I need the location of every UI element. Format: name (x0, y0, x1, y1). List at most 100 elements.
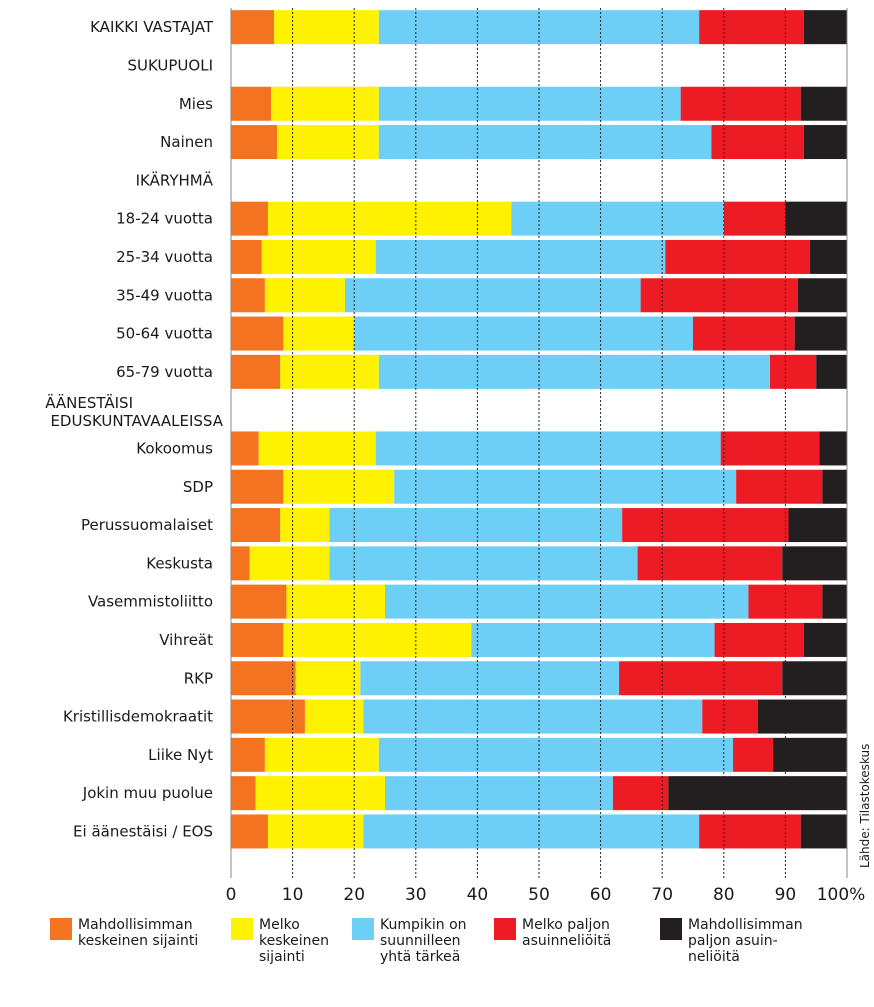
bar-segment (822, 584, 847, 619)
bar-segment (375, 431, 721, 466)
bar-segment (344, 278, 641, 313)
legend: Mahdollisimman keskeinen sijainti Melko k… (50, 917, 870, 1005)
bar-segment (757, 699, 847, 734)
row-label: Liike Nyt (148, 746, 213, 764)
bar-segment (723, 201, 786, 236)
legend-item: Melko keskeinen sijainti (231, 917, 329, 965)
group-header: ÄÄNESTÄISI EDUSKUNTAVAALEISSA (45, 393, 224, 430)
row-label: Nainen (160, 133, 213, 151)
bar-segment (819, 431, 847, 466)
bar-segment (267, 201, 512, 236)
row-label: Mies (179, 95, 213, 113)
bar-segment (803, 10, 847, 45)
bar-segment (702, 699, 758, 734)
x-tick-label: 40 (467, 885, 489, 905)
bar-segment (231, 508, 281, 543)
row-labels: KAIKKI VASTAJAT SUKUPUOLI Mies Nainen IKÄRYH… (45, 18, 224, 840)
bar-segment (283, 622, 472, 657)
bar-segment (785, 201, 847, 236)
row-label: Vasemmistoliitto (88, 593, 213, 611)
legend-swatch (231, 918, 253, 940)
bar-segment (249, 546, 330, 581)
bar-segment (822, 469, 847, 504)
bar-segment (231, 699, 305, 734)
bar-segment (329, 546, 638, 581)
bar-segment (378, 10, 700, 45)
bar-segment (375, 239, 666, 274)
row-label: RKP (184, 669, 213, 687)
x-tick-label: 30 (405, 885, 427, 905)
bar-segment (360, 661, 620, 696)
bar-segment (231, 10, 275, 45)
bar-segment (782, 661, 847, 696)
x-tick-label: 0 (226, 885, 237, 905)
legend-item: Melko paljon asuinneliöitä (494, 917, 611, 949)
legend-item: Mahdollisimman paljon asuin- neliöitä (660, 917, 803, 965)
x-tick-label: 70 (651, 885, 673, 905)
legend-label: Melko paljon asuinneliöitä (522, 917, 612, 949)
bar-segment (231, 125, 278, 160)
legend-label: Mahdollisimman keskeinen sijainti (78, 917, 199, 949)
bar-segment (711, 125, 804, 160)
bar-segment (782, 546, 847, 581)
bar-segment (271, 86, 379, 121)
legend-label: Mahdollisimman paljon asuin- neliöitä (688, 917, 803, 965)
bar-segment (471, 622, 715, 657)
bar-segment (693, 316, 795, 351)
bar-segment (231, 239, 262, 274)
x-tick-label: 10 (282, 885, 304, 905)
bar-segment (699, 814, 801, 849)
x-tick-label: 80 (713, 885, 735, 905)
row-label: Kokoomus (136, 439, 213, 457)
bar-segment (511, 201, 724, 236)
bar-segment (231, 316, 284, 351)
legend-swatch (50, 918, 72, 940)
row-label: 65-79 vuotta (116, 363, 213, 381)
bar-segment (363, 699, 703, 734)
bar-segment (378, 354, 770, 389)
bar-segment (231, 278, 265, 313)
bar-segment (714, 622, 804, 657)
row-label: Perussuomalaiset (81, 516, 213, 534)
legend-swatch (660, 918, 682, 940)
legend-item: Kumpikin on suunnilleen yhtä tärkeä (352, 917, 467, 965)
bar-segment (264, 737, 379, 772)
source-note: Lähde: Tilastokeskus (858, 744, 872, 868)
bar-segment (283, 316, 355, 351)
bar-segment (231, 201, 268, 236)
legend-item: Mahdollisimman keskeinen sijainti (50, 917, 198, 949)
bar-segment (612, 776, 669, 811)
bar-segment (385, 776, 613, 811)
bars (231, 10, 847, 849)
row-label: KAIKKI VASTAJAT (90, 18, 214, 36)
bar-segment (231, 814, 268, 849)
bar-segment (770, 354, 817, 389)
row-label: Vihreät (159, 631, 213, 649)
bar-segment (231, 622, 284, 657)
legend-label: Melko keskeinen sijainti (259, 917, 329, 965)
bar-segment (385, 584, 749, 619)
row-label: 25-34 vuotta (116, 248, 213, 266)
bar-segment (231, 431, 259, 466)
group-header: SUKUPUOLI (127, 56, 213, 74)
bar-segment (394, 469, 737, 504)
bar-segment (803, 125, 847, 160)
x-tick-label: 60 (590, 885, 612, 905)
gridlines (230, 8, 848, 878)
row-label: 18-24 vuotta (116, 210, 213, 228)
bar-segment (699, 10, 804, 45)
x-tick-label: 100% (817, 885, 866, 905)
bar-segment (258, 431, 376, 466)
x-axis: 0 10 20 30 40 50 60 70 80 90 100% (226, 885, 866, 905)
bar-segment (280, 508, 330, 543)
bar-segment (378, 86, 681, 121)
bar-segment (283, 469, 395, 504)
bar-segment (619, 661, 783, 696)
bar-segment (637, 546, 783, 581)
bar-segment (733, 737, 774, 772)
bar-segment (231, 354, 281, 389)
bar-segment (280, 354, 379, 389)
bar-segment (304, 699, 364, 734)
row-label: 50-64 vuotta (116, 325, 213, 343)
bar-segment (788, 508, 847, 543)
